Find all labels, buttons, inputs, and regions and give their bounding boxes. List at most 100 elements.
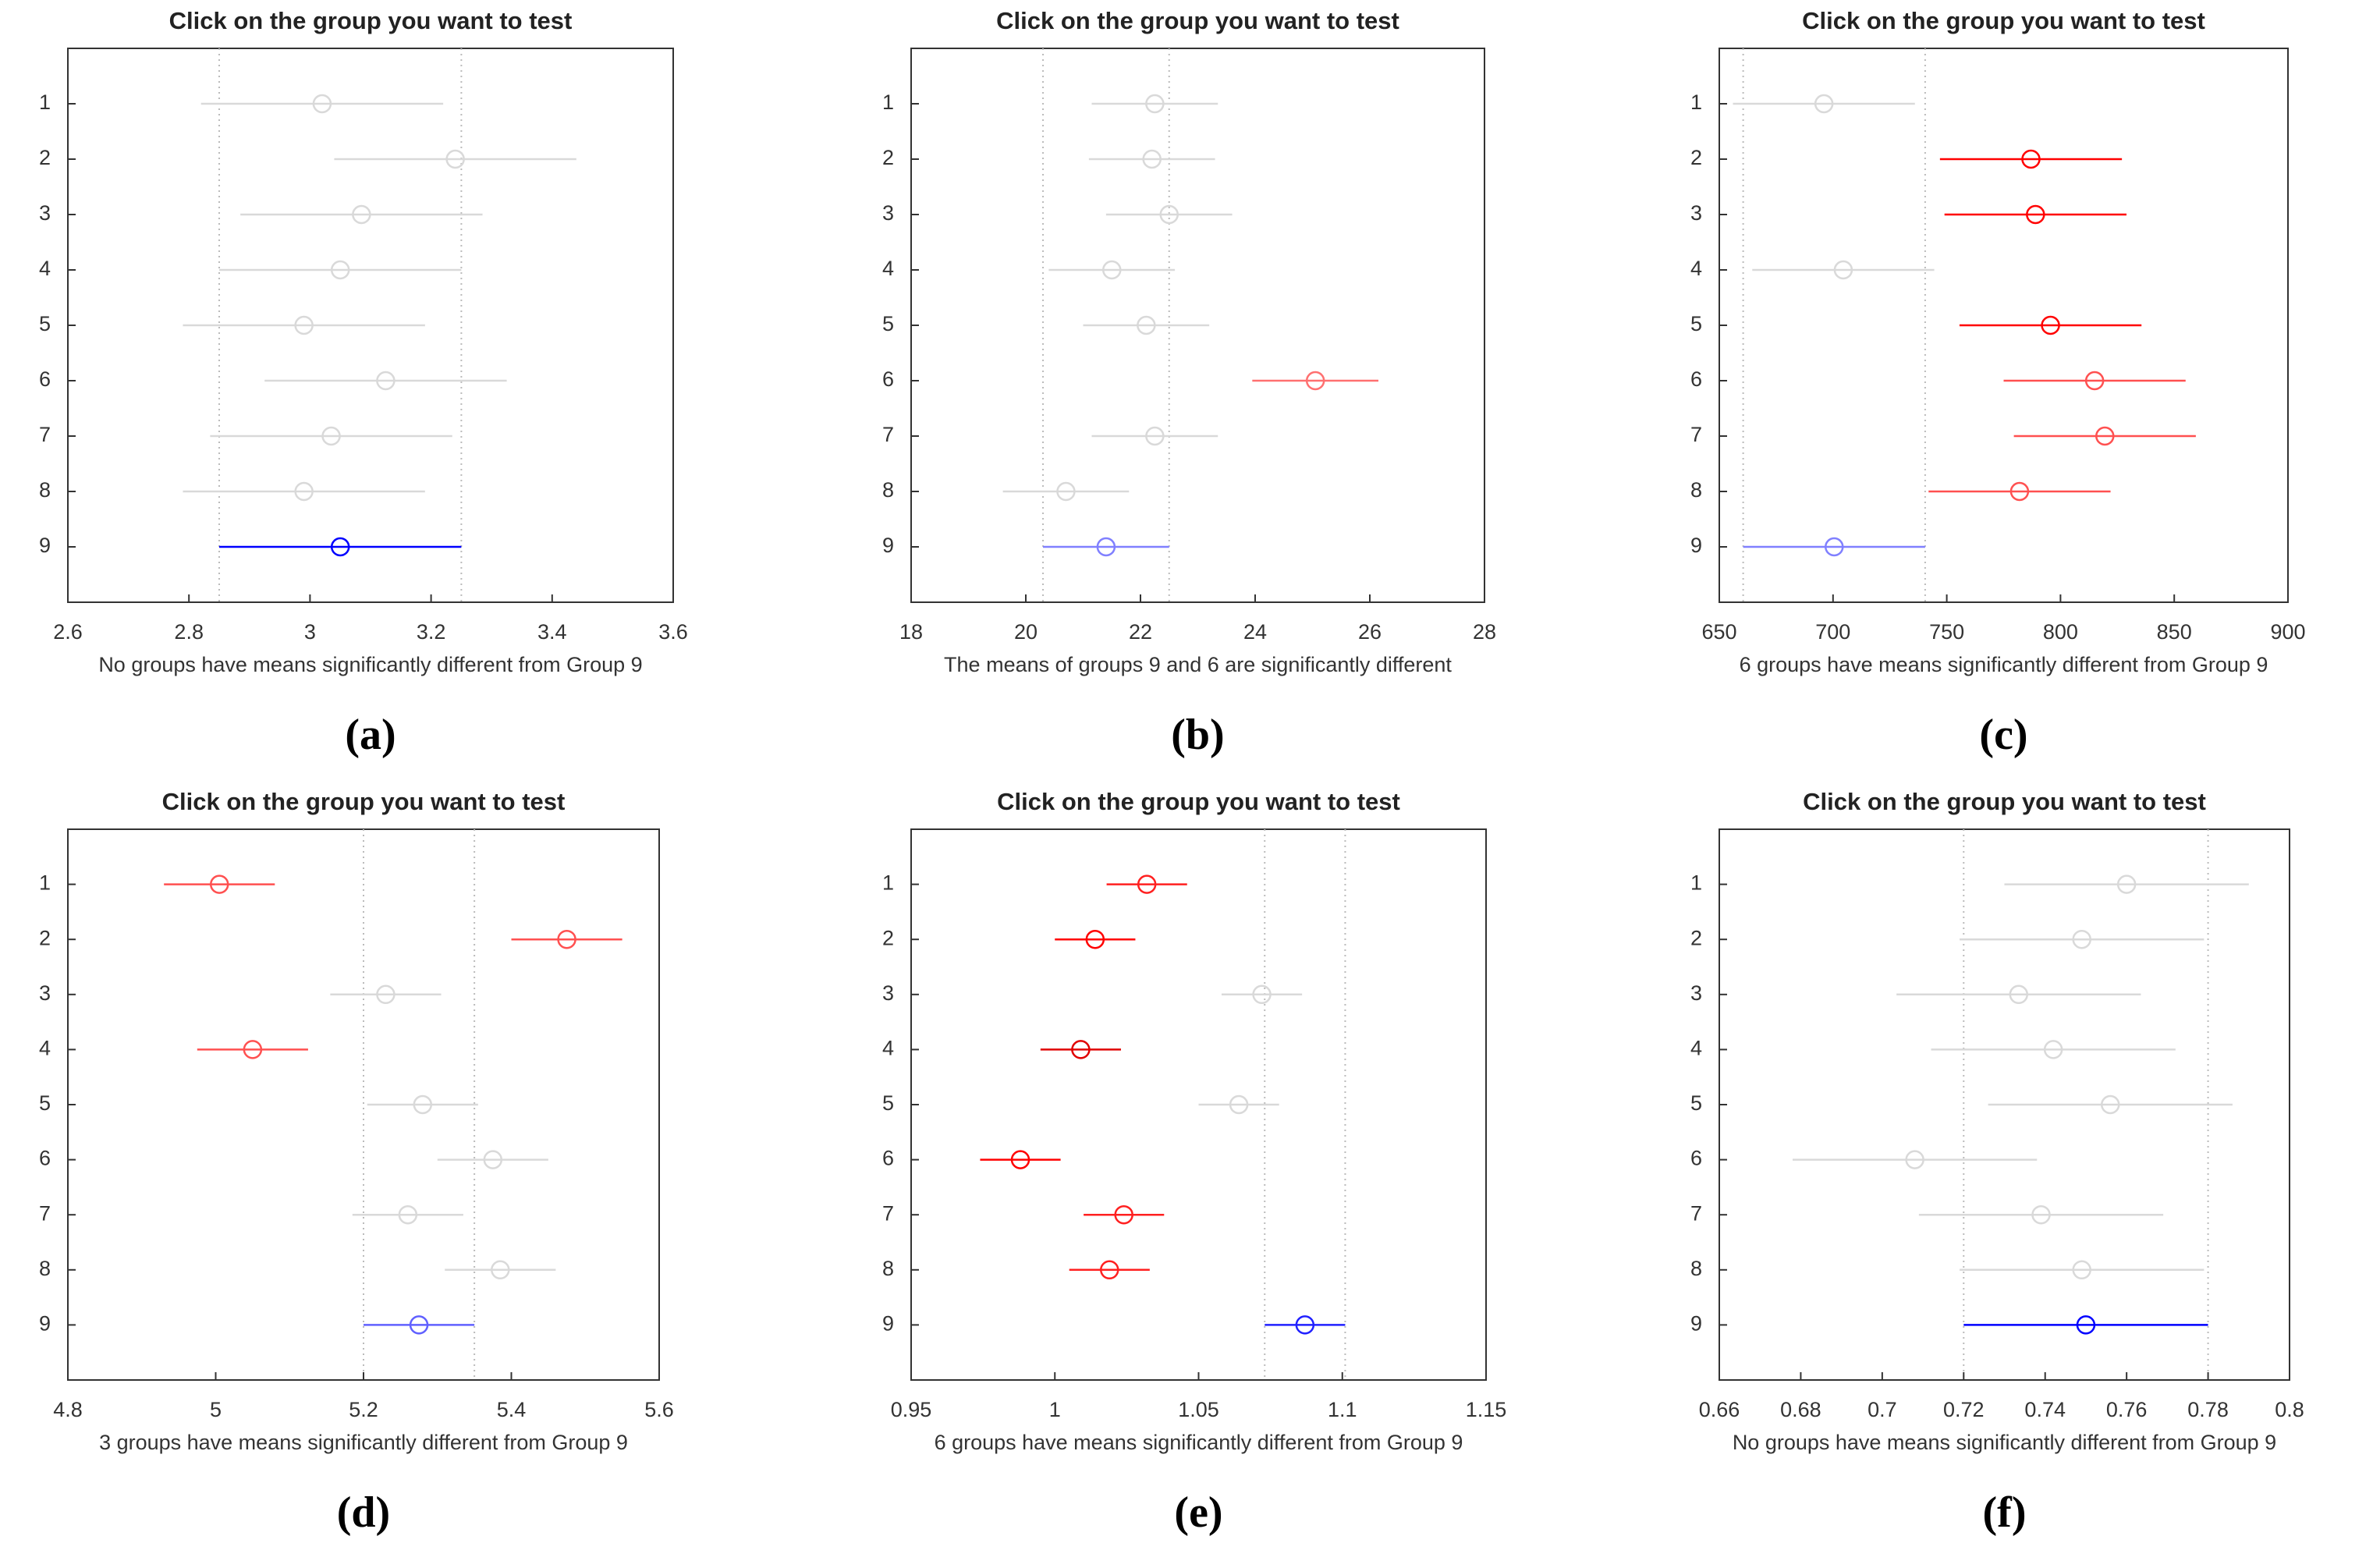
y-tick-label: 9 xyxy=(1690,534,1702,557)
y-tick-label: 4 xyxy=(39,1037,51,1060)
y-tick-label: 4 xyxy=(882,1037,894,1060)
y-tick-label: 9 xyxy=(882,534,894,557)
mean-marker xyxy=(1295,1315,1315,1335)
mean-marker xyxy=(445,149,465,169)
y-tick-label: 4 xyxy=(1690,257,1702,280)
y-tick-label: 3 xyxy=(1690,201,1702,225)
mean-marker xyxy=(1145,426,1165,446)
mean-marker xyxy=(413,1094,433,1115)
y-tick-label: 6 xyxy=(39,1147,51,1170)
y-tick-label: 1 xyxy=(39,90,51,114)
mean-marker xyxy=(491,1260,510,1280)
y-tick-label: 2 xyxy=(39,926,51,949)
x-tick-label: 0.7 xyxy=(1868,1398,1897,1421)
x-tick-label: 0.95 xyxy=(891,1398,932,1421)
mean-marker xyxy=(209,874,229,894)
y-tick-label: 9 xyxy=(1690,1312,1702,1336)
mean-marker xyxy=(2009,481,2030,502)
mean-marker xyxy=(312,94,332,114)
panel-label: (f) xyxy=(1983,1488,2027,1537)
x-axis-label: 6 groups have means significantly differ… xyxy=(1740,653,2268,676)
y-tick-label: 8 xyxy=(39,478,51,502)
mean-marker xyxy=(2043,1040,2063,1059)
x-tick-label: 800 xyxy=(2043,620,2078,644)
x-tick-label: 1.1 xyxy=(1328,1398,1357,1421)
y-tick-label: 6 xyxy=(882,367,894,391)
mean-marker xyxy=(1010,1150,1030,1169)
x-tick-label: 5.6 xyxy=(644,1398,674,1421)
y-tick-label: 5 xyxy=(1690,1091,1702,1115)
mean-marker xyxy=(1305,371,1325,391)
y-tick-label: 8 xyxy=(1690,1257,1702,1280)
y-tick-label: 3 xyxy=(882,201,894,225)
x-tick-label: 28 xyxy=(1473,620,1496,644)
mean-marker xyxy=(1137,315,1156,335)
y-tick-label: 2 xyxy=(882,146,894,169)
x-tick-label: 1 xyxy=(1049,1398,1061,1421)
y-tick-label: 3 xyxy=(39,981,51,1005)
y-tick-label: 5 xyxy=(39,312,51,335)
mean-marker xyxy=(294,481,314,502)
x-tick-label: 20 xyxy=(1014,620,1038,644)
mean-marker xyxy=(330,260,350,280)
y-tick-label: 3 xyxy=(1690,981,1702,1005)
mean-marker xyxy=(1056,481,1076,502)
mean-marker xyxy=(2084,371,2105,391)
y-tick-label: 1 xyxy=(882,90,894,114)
chart-title: Click on the group you want to test xyxy=(1803,788,2206,815)
x-tick-label: 0.76 xyxy=(2106,1398,2148,1421)
mean-marker xyxy=(243,1040,263,1059)
mean-marker xyxy=(2021,149,2041,169)
x-tick-label: 0.72 xyxy=(1943,1398,1985,1421)
mean-marker xyxy=(2072,929,2091,949)
y-tick-label: 3 xyxy=(882,981,894,1005)
x-tick-label: 22 xyxy=(1129,620,1152,644)
x-axis-label: The means of groups 9 and 6 are signific… xyxy=(944,653,1452,676)
mean-marker xyxy=(2041,315,2060,335)
y-tick-label: 7 xyxy=(882,423,894,446)
y-tick-label: 5 xyxy=(39,1091,51,1115)
mean-marker xyxy=(376,984,396,1005)
chart-title: Click on the group you want to test xyxy=(169,7,573,34)
y-tick-label: 1 xyxy=(39,871,51,895)
mean-marker xyxy=(2031,1204,2051,1225)
y-tick-label: 3 xyxy=(39,201,51,225)
mean-marker xyxy=(1137,874,1157,894)
y-tick-label: 7 xyxy=(39,1201,51,1225)
mean-marker xyxy=(1071,1040,1091,1059)
x-tick-label: 1.05 xyxy=(1178,1398,1219,1421)
y-tick-label: 6 xyxy=(882,1147,894,1170)
mean-marker xyxy=(294,315,314,335)
x-tick-label: 5.4 xyxy=(497,1398,527,1421)
x-tick-label: 1.15 xyxy=(1466,1398,1507,1421)
x-tick-label: 650 xyxy=(1701,620,1736,644)
y-tick-label: 7 xyxy=(1690,423,1702,446)
x-tick-label: 26 xyxy=(1358,620,1382,644)
y-tick-label: 6 xyxy=(39,367,51,391)
y-tick-label: 1 xyxy=(1690,871,1702,895)
y-tick-label: 2 xyxy=(1690,926,1702,949)
mean-marker xyxy=(1825,537,1844,557)
y-tick-label: 9 xyxy=(39,534,51,557)
chart-title: Click on the group you want to test xyxy=(162,788,566,815)
x-tick-label: 4.8 xyxy=(53,1398,83,1421)
x-tick-label: 2.8 xyxy=(174,620,204,644)
mean-marker xyxy=(1833,260,1853,280)
mean-marker xyxy=(1096,537,1116,557)
x-tick-label: 850 xyxy=(2157,620,2192,644)
x-tick-label: 18 xyxy=(899,620,923,644)
chart-title: Click on the group you want to test xyxy=(1802,7,2205,34)
mean-marker xyxy=(1905,1150,1924,1169)
mean-marker xyxy=(1252,984,1272,1005)
x-axis-label: 3 groups have means significantly differ… xyxy=(99,1431,628,1454)
mean-marker xyxy=(1814,94,1834,114)
panel-label: (c) xyxy=(1979,711,2027,759)
mean-marker xyxy=(1102,260,1122,280)
mean-marker xyxy=(2072,1260,2091,1280)
y-tick-label: 7 xyxy=(1690,1201,1702,1225)
panel-label: (e) xyxy=(1174,1488,1222,1537)
x-tick-label: 2.6 xyxy=(53,620,83,644)
mean-marker xyxy=(1100,1260,1119,1280)
mean-marker xyxy=(330,537,350,557)
